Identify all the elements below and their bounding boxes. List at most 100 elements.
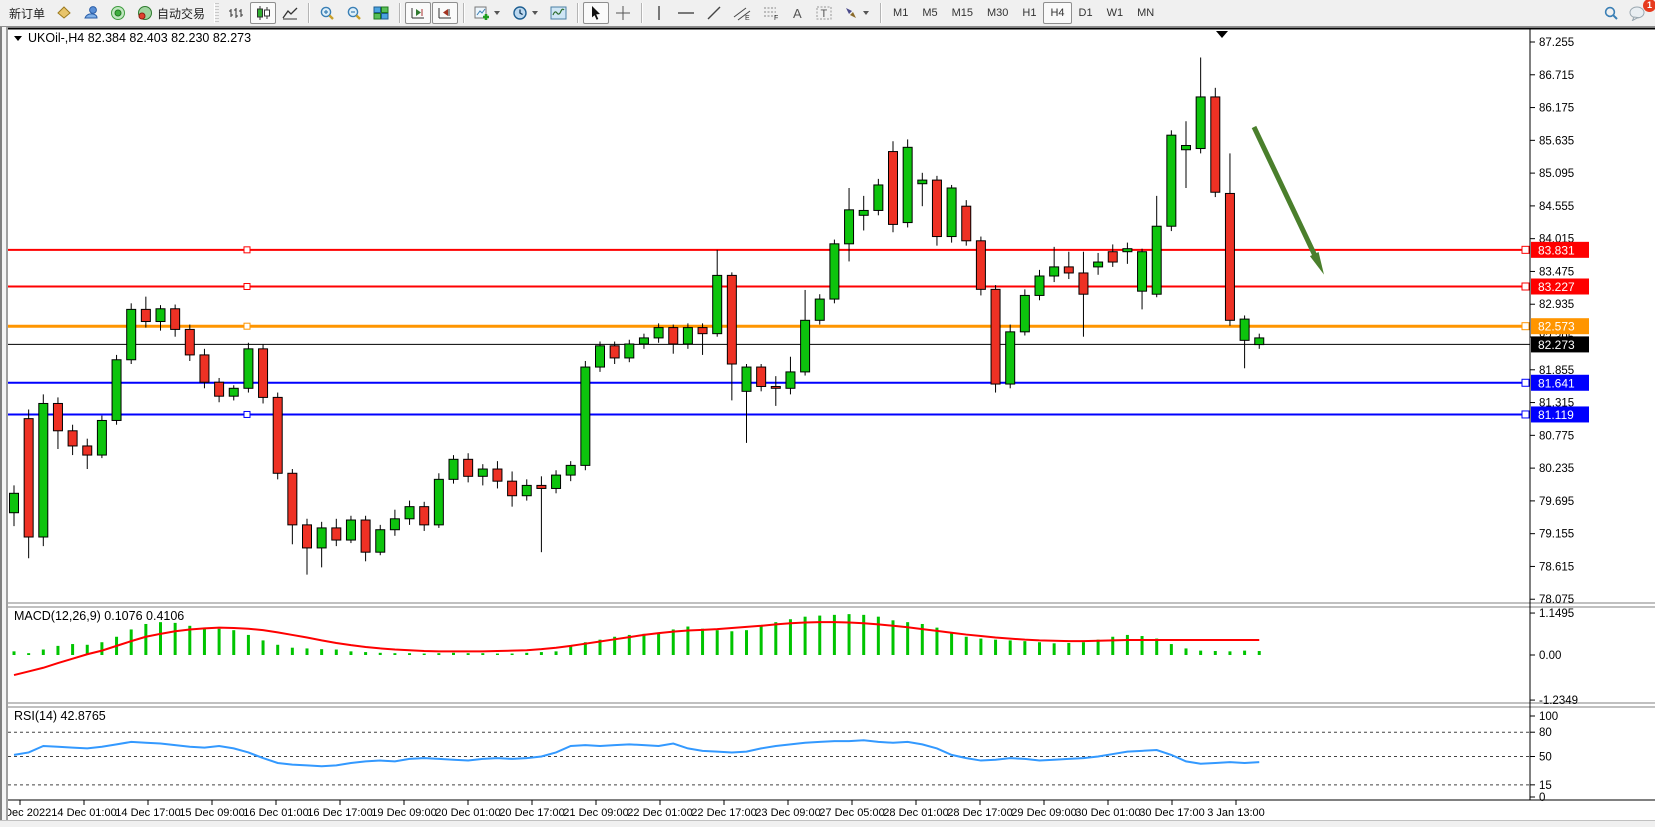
time-label: 30 Dec 17:00 — [1139, 807, 1204, 819]
fibonacci-button[interactable]: F — [757, 2, 785, 24]
rsi-axis-tick: 0 — [1539, 792, 1545, 804]
timeframe-h4-button[interactable]: H4 — [1043, 2, 1072, 24]
dropdown-caret-icon — [863, 10, 870, 16]
auto-trading-label: 自动交易 — [157, 6, 206, 21]
chart-shift-icon — [437, 5, 453, 21]
svg-text:82.573: 82.573 — [1538, 320, 1575, 334]
new-order-button[interactable]: 新订单 — [4, 2, 50, 24]
time-label: 13 Dec 2022 — [0, 807, 51, 819]
horizontal-line-button[interactable] — [672, 2, 700, 24]
rsi-line — [13, 739, 1260, 768]
crosshair-button[interactable] — [610, 2, 636, 24]
timeframe-m1-button[interactable]: M1 — [893, 7, 909, 19]
time-label: 19 Dec 09:00 — [371, 807, 436, 819]
template-chart-icon — [550, 5, 567, 21]
price-badge-82.273: 82.273 — [1531, 336, 1589, 353]
text-button[interactable]: A — [786, 2, 810, 24]
macd-axis-tick: 1.1495 — [1539, 608, 1574, 620]
toolbar-grip[interactable] — [214, 3, 220, 23]
zoom-in-icon — [319, 5, 335, 21]
zoom-out-button[interactable] — [341, 2, 367, 24]
chart-candles-button[interactable] — [250, 2, 277, 24]
price-axis[interactable]: 87.25586.71586.17585.63585.09584.55584.0… — [1530, 37, 1578, 804]
add-indicator-icon — [474, 5, 490, 21]
time-label: 28 Dec 17:00 — [947, 807, 1012, 819]
main-toolbar: 新订单 自动交易 — [0, 0, 1655, 27]
status-bar — [0, 820, 1655, 827]
timeframe-mn-button[interactable]: MN — [1137, 7, 1155, 19]
trendline-button[interactable] — [701, 2, 727, 24]
templates-button[interactable] — [545, 2, 572, 24]
price-tick: 78.615 — [1539, 561, 1574, 573]
price-badge-83.227: 83.227 — [1531, 278, 1589, 295]
time-label: 14 Dec 17:00 — [115, 807, 180, 819]
tile-windows-icon — [373, 5, 389, 21]
chat-button[interactable]: 1 — [1624, 0, 1655, 24]
svg-text:81.119: 81.119 — [1538, 408, 1574, 422]
gold-diamond-icon — [56, 5, 72, 21]
time-label: 20 Dec 17:00 — [499, 807, 564, 819]
rsi-axis-tick: 50 — [1539, 752, 1552, 764]
search-button[interactable] — [1598, 2, 1624, 24]
time-label: 22 Dec 01:00 — [627, 807, 692, 819]
candlestick-icon — [255, 5, 271, 21]
timeframe-h1-button[interactable]: H1 — [1022, 7, 1037, 19]
price-tick: 82.935 — [1539, 299, 1574, 311]
price-tick: 78.075 — [1539, 594, 1574, 606]
arrows-button[interactable] — [838, 2, 875, 24]
hline-handle — [243, 410, 251, 418]
dropdown-caret-icon — [532, 10, 539, 16]
timeframe-d1-button[interactable]: D1 — [1078, 7, 1093, 19]
timeframe-m15-button[interactable]: M15 — [951, 7, 973, 19]
price-tick: 79.695 — [1539, 496, 1574, 508]
horizontal-level-lines[interactable] — [8, 245, 1530, 419]
periods-button[interactable] — [507, 2, 544, 24]
timeframe-m30-button[interactable]: M30 — [987, 7, 1009, 19]
price-tick: 85.095 — [1539, 168, 1574, 180]
signals-button[interactable] — [105, 2, 131, 24]
time-label: 14 Dec 01:00 — [51, 807, 116, 819]
price-tick: 83.475 — [1539, 266, 1574, 278]
bar-chart-icon — [228, 5, 244, 21]
indicators-button[interactable] — [469, 2, 506, 24]
chart-line-button[interactable] — [277, 2, 303, 24]
macd-label: MACD(12,26,9) 0.1076 0.4106 — [14, 609, 184, 623]
time-label: 15 Dec 09:00 — [179, 807, 244, 819]
price-tick: 80.775 — [1539, 430, 1574, 442]
annotation-arrow[interactable] — [1251, 125, 1324, 275]
chart-bars-button[interactable] — [223, 2, 249, 24]
left-splitter[interactable] — [0, 27, 8, 820]
zoom-out-icon — [346, 5, 362, 21]
price-badge-81.119: 81.119 — [1531, 406, 1589, 423]
timeframe-m5-button[interactable]: M5 — [922, 7, 938, 19]
rsi-indicator — [8, 731, 1530, 786]
cursor-button[interactable] — [583, 2, 610, 24]
auto-scroll-button[interactable] — [405, 2, 432, 24]
tile-windows-button[interactable] — [368, 2, 394, 24]
community-button[interactable] — [78, 2, 104, 24]
vertical-line-button[interactable] — [647, 2, 671, 24]
time-label: 3 Jan 13:00 — [1207, 807, 1265, 819]
text-label-button[interactable]: T — [811, 2, 837, 24]
channel-icon: E — [733, 5, 751, 21]
horizontal-line-icon — [677, 5, 695, 21]
symbol-dropdown-icon — [14, 36, 22, 41]
macd-axis-tick: 0.00 — [1539, 650, 1561, 662]
timeframe-w1-button[interactable]: W1 — [1106, 7, 1124, 19]
hline-handle — [243, 282, 251, 290]
search-icon — [1603, 5, 1619, 21]
chart-shift-button[interactable] — [432, 2, 459, 24]
auto-trading-button[interactable]: 自动交易 — [132, 2, 210, 24]
shapes-arrows-icon — [843, 5, 859, 21]
time-label: 23 Dec 09:00 — [755, 807, 820, 819]
svg-text:F: F — [774, 15, 778, 21]
open-data-folder-button[interactable] — [51, 2, 77, 24]
equidistant-channel-button[interactable]: E — [728, 2, 756, 24]
svg-text:81.641: 81.641 — [1538, 376, 1575, 390]
price-tick: 86.715 — [1539, 70, 1574, 82]
price-badge-82.573: 82.573 — [1531, 318, 1589, 335]
zoom-in-button[interactable] — [314, 2, 340, 24]
